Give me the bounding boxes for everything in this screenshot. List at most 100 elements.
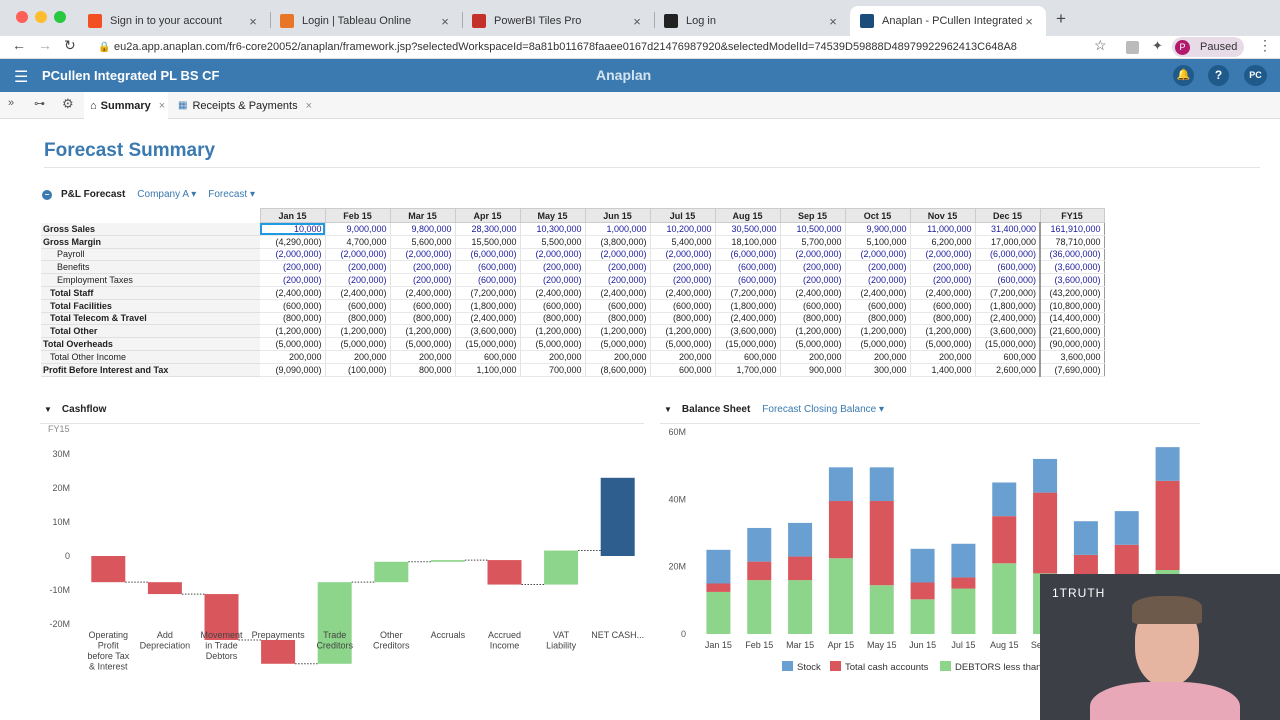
browser-tab[interactable]: Sign in to your account × — [78, 6, 270, 36]
grid-cell[interactable]: (200,000) — [520, 260, 586, 275]
grid-cell[interactable]: (43,200,000) — [1039, 286, 1105, 300]
new-tab-icon[interactable]: + — [1056, 9, 1066, 28]
grid-cell[interactable]: 200,000 — [650, 350, 716, 364]
grid-cell[interactable]: (6,000,000) — [975, 248, 1041, 262]
close-tab-icon[interactable]: × — [305, 99, 313, 112]
grid-cell[interactable]: 200,000 — [910, 350, 976, 364]
close-window-icon[interactable] — [16, 11, 28, 23]
grid-cell[interactable]: (3,600,000) — [455, 324, 521, 339]
grid-cell[interactable]: 900,000 — [780, 363, 846, 377]
grid-cell[interactable]: 600,000 — [455, 350, 521, 364]
grid-cell[interactable]: (7,200,000) — [975, 286, 1041, 300]
grid-cell[interactable]: 5,600,000 — [390, 235, 456, 249]
grid-cell[interactable]: (800,000) — [325, 312, 391, 326]
grid-cell[interactable]: (3,600,000) — [715, 324, 781, 339]
grid-cell[interactable]: 800,000 — [390, 363, 456, 377]
grid-cell[interactable]: 161,910,000 — [1039, 222, 1105, 236]
grid-cell[interactable]: (200,000) — [325, 260, 391, 275]
grid-cell[interactable]: (3,600,000) — [1039, 260, 1105, 275]
grid-cell[interactable]: (800,000) — [390, 312, 456, 326]
reload-icon[interactable]: ↻ — [64, 37, 76, 53]
hierarchy-icon[interactable]: ⊶ — [34, 98, 45, 110]
grid-cell[interactable]: (2,000,000) — [845, 248, 911, 262]
grid-cell[interactable]: (600,000) — [845, 299, 911, 313]
forward-icon[interactable]: → — [38, 37, 52, 53]
company-filter[interactable]: Company A ▾ — [137, 189, 197, 200]
grid-cell[interactable]: (1,200,000) — [910, 324, 976, 339]
grid-cell[interactable]: (600,000) — [325, 299, 391, 313]
close-tab-icon[interactable]: × — [249, 13, 257, 29]
browser-tab[interactable]: Anaplan - PCullen Integrated PL× — [850, 6, 1046, 36]
grid-cell[interactable]: (2,400,000) — [325, 286, 391, 300]
grid-cell[interactable]: (600,000) — [975, 260, 1041, 275]
grid-cell[interactable]: (200,000) — [910, 273, 976, 287]
grid-cell[interactable]: (800,000) — [845, 312, 911, 326]
grid-cell[interactable]: (2,400,000) — [780, 286, 846, 300]
grid-cell[interactable]: (1,200,000) — [390, 324, 456, 339]
grid-cell[interactable]: 18,100,000 — [715, 235, 781, 249]
column-header[interactable]: Jun 15 — [584, 208, 651, 223]
grid-cell[interactable]: (3,800,000) — [585, 235, 651, 249]
grid-cell[interactable]: 10,200,000 — [650, 222, 716, 236]
grid-cell[interactable]: 5,400,000 — [650, 235, 716, 249]
grid-cell[interactable]: (200,000) — [260, 260, 326, 275]
grid-cell[interactable]: (2,400,000) — [650, 286, 716, 300]
hamburger-menu-icon[interactable]: ☰ — [14, 69, 29, 86]
column-header[interactable]: Sep 15 — [779, 208, 846, 223]
grid-cell[interactable]: 2,600,000 — [975, 363, 1041, 377]
grid-cell[interactable]: (7,200,000) — [455, 286, 521, 300]
grid-cell[interactable]: 10,000 — [260, 222, 326, 236]
grid-cell[interactable]: 10,300,000 — [520, 222, 586, 236]
grid-cell[interactable]: (1,800,000) — [455, 299, 521, 313]
grid-cell[interactable]: (3,600,000) — [975, 324, 1041, 339]
grid-cell[interactable]: (7,200,000) — [715, 286, 781, 300]
back-icon[interactable]: ← — [12, 37, 26, 53]
grid-cell[interactable]: 10,500,000 — [780, 222, 846, 236]
user-avatar[interactable]: PC — [1244, 65, 1267, 86]
grid-cell[interactable]: (10,800,000) — [1039, 299, 1105, 313]
grid-cell[interactable]: (2,000,000) — [780, 248, 846, 262]
grid-cell[interactable]: (5,000,000) — [650, 337, 716, 351]
grid-cell[interactable]: (600,000) — [715, 273, 781, 287]
grid-cell[interactable]: (1,200,000) — [260, 324, 326, 339]
grid-cell[interactable]: (600,000) — [715, 260, 781, 275]
column-header[interactable]: Feb 15 — [324, 208, 391, 223]
grid-cell[interactable]: 200,000 — [260, 350, 326, 364]
grid-cell[interactable]: (600,000) — [390, 299, 456, 313]
grid-cell[interactable]: 600,000 — [715, 350, 781, 364]
grid-cell[interactable]: (200,000) — [585, 273, 651, 287]
grid-cell[interactable]: 11,000,000 — [910, 222, 976, 236]
grid-cell[interactable]: 200,000 — [325, 350, 391, 364]
grid-cell[interactable]: (200,000) — [845, 260, 911, 275]
grid-cell[interactable]: (2,000,000) — [520, 248, 586, 262]
close-tab-icon[interactable]: × — [441, 13, 449, 29]
column-header[interactable]: Jul 15 — [649, 208, 716, 223]
column-header[interactable]: Jan 15 — [259, 208, 326, 223]
grid-cell[interactable]: (90,000,000) — [1039, 337, 1105, 351]
grid-cell[interactable]: (600,000) — [455, 273, 521, 287]
grid-cell[interactable]: (1,200,000) — [845, 324, 911, 339]
grid-cell[interactable]: (800,000) — [585, 312, 651, 326]
close-tab-icon[interactable]: × — [633, 13, 641, 29]
grid-cell[interactable]: (2,000,000) — [390, 248, 456, 262]
grid-cell[interactable]: (600,000) — [520, 299, 586, 313]
maximize-window-icon[interactable] — [54, 11, 66, 23]
column-header[interactable]: Mar 15 — [389, 208, 456, 223]
grid-cell[interactable]: (200,000) — [910, 260, 976, 275]
close-tab-icon[interactable]: × — [829, 13, 837, 29]
grid-cell[interactable]: 5,700,000 — [780, 235, 846, 249]
grid-cell[interactable]: (36,000,000) — [1039, 248, 1105, 262]
tab-receipts-payments[interactable]: ▦ Receipts & Payments × — [176, 92, 312, 119]
grid-cell[interactable]: (2,400,000) — [910, 286, 976, 300]
grid-cell[interactable]: (21,600,000) — [1039, 324, 1105, 339]
grid-cell[interactable]: 700,000 — [520, 363, 586, 377]
grid-cell[interactable]: 30,500,000 — [715, 222, 781, 236]
grid-cell[interactable]: (2,400,000) — [455, 312, 521, 326]
grid-cell[interactable]: (600,000) — [975, 273, 1041, 287]
grid-cell[interactable]: (200,000) — [325, 273, 391, 287]
grid-cell[interactable]: (2,400,000) — [390, 286, 456, 300]
balance-filter[interactable]: Forecast Closing Balance ▾ — [762, 404, 885, 415]
grid-cell[interactable]: (800,000) — [260, 312, 326, 326]
grid-cell[interactable]: (200,000) — [390, 260, 456, 275]
help-icon[interactable]: ? — [1208, 65, 1229, 86]
